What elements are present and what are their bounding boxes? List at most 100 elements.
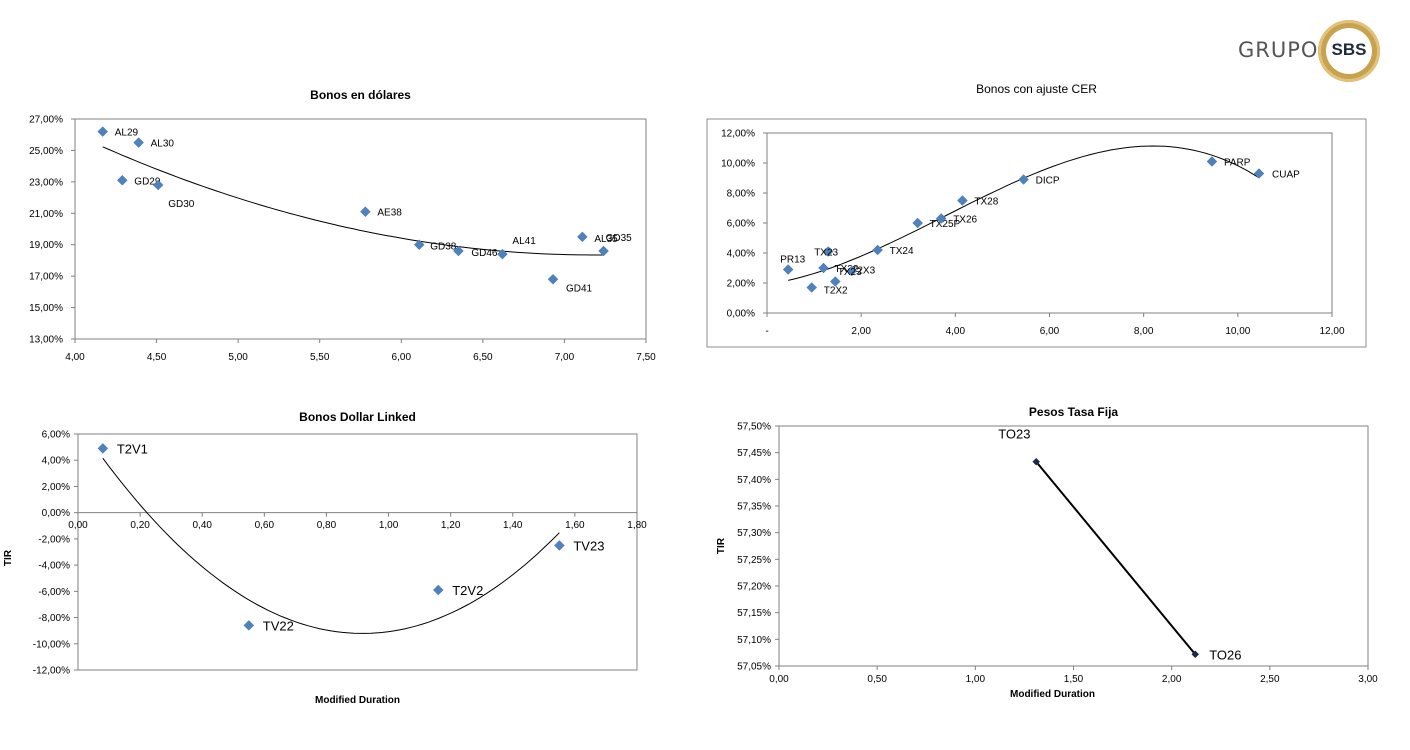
data-point-label: AE38: [377, 208, 402, 219]
data-point-label: TV22: [263, 618, 294, 633]
trend-line: [102, 146, 604, 256]
logo-grupo-text: GRUPO: [1238, 38, 1319, 62]
data-point-marker: [935, 213, 947, 224]
x-tick-label: 7,00: [555, 352, 575, 363]
data-point-marker: [432, 584, 444, 596]
data-point-label: GD30: [168, 199, 195, 210]
data-point-label: T2V1: [117, 441, 148, 456]
x-tick-label: 0,50: [867, 674, 887, 685]
data-point-marker: [1032, 457, 1041, 466]
x-tick-label: 7,50: [636, 352, 656, 363]
chart-title: Bonos en dólares: [310, 88, 411, 102]
data-point-marker: [782, 264, 794, 275]
x-tick-label: 2,00: [851, 326, 871, 337]
y-tick-label: 4,00%: [42, 456, 70, 467]
chart-2: Bonos con ajuste CER 0,00% 2,00% 4,00% 6,00%…: [706, 82, 1367, 348]
data-point-marker: [453, 245, 464, 257]
y-tick-label: 0,00%: [727, 309, 755, 320]
y-tick-label: 8,00%: [727, 189, 755, 200]
data-point-label: TX23: [838, 267, 862, 278]
x-tick-label: 1,80: [627, 520, 647, 531]
y-tick-label: 57,50%: [737, 422, 771, 433]
x-tick-label: 1,20: [441, 520, 461, 531]
y-tick-label: -8,00%: [38, 613, 70, 624]
data-point-label: GD29: [134, 176, 161, 187]
x-axis-title: Modified Duration: [315, 695, 400, 706]
chart-frame: [706, 118, 1367, 348]
y-tick-label: 25,00%: [29, 146, 63, 157]
data-point-marker: [829, 276, 841, 287]
data-point-marker: [554, 540, 565, 551]
y-tick-label: 2,00%: [727, 279, 755, 290]
data-point-marker: [957, 195, 968, 206]
data-point-marker: [872, 244, 883, 256]
data-point-label: GD38: [430, 242, 457, 253]
y-tick-label: 27,00%: [29, 115, 63, 126]
data-point-label: GD35: [606, 233, 633, 244]
y-tick-label: 17,00%: [29, 272, 63, 283]
data-point-marker: [97, 126, 109, 137]
x-tick-label: 0,60: [255, 520, 275, 531]
y-tick-label: 12,00%: [721, 129, 755, 140]
x-tick-label: 4,00: [65, 352, 85, 363]
x-tick-label: 3,00: [1358, 674, 1378, 685]
x-tick-label: 2,00: [1162, 674, 1182, 685]
y-tick-label: 57,25%: [737, 555, 771, 566]
data-point-marker: [133, 137, 144, 148]
x-tick-label: 0,00: [769, 674, 789, 685]
trend-line: [102, 457, 560, 634]
data-point-marker: [1191, 650, 1200, 659]
x-tick-label: 10,00: [1225, 326, 1250, 337]
y-tick-label: 57,20%: [737, 582, 771, 593]
data-point-label: AL41: [512, 236, 536, 247]
chart-title: Bonos Dollar Linked: [299, 410, 416, 424]
data-point-label: TX23: [814, 248, 838, 259]
y-tick-label: -4,00%: [38, 561, 70, 572]
x-tick-label: 0,40: [192, 520, 212, 531]
x-tick-label: 0,00: [68, 520, 88, 531]
data-point-label: TX28: [974, 197, 998, 208]
data-point-marker: [97, 443, 109, 454]
data-point-label: AL35: [594, 234, 618, 245]
data-point-label: AL30: [151, 139, 175, 150]
y-tick-label: -6,00%: [38, 587, 70, 598]
x-tick-label: 1,60: [565, 520, 585, 531]
y-tick-label: 57,35%: [737, 502, 771, 513]
y-tick-label: 2,00%: [42, 482, 70, 493]
x-tick-label: 0,20: [130, 520, 150, 531]
data-point-label: CUAP: [1272, 170, 1300, 181]
x-tick-label: 2,50: [1260, 674, 1280, 685]
x-tick-label: 12,00: [1319, 326, 1344, 337]
series-line: [1035, 461, 1196, 655]
y-tick-label: 57,45%: [737, 448, 771, 459]
plot-area: [766, 132, 1333, 314]
data-point-label: AL29: [115, 128, 139, 139]
x-tick-label: 0,80: [317, 520, 337, 531]
x-tick-label: 5,00: [228, 352, 248, 363]
data-point-label: PR13: [780, 255, 805, 266]
data-point-marker: [822, 246, 834, 257]
y-tick-label: 57,30%: [737, 528, 771, 539]
y-tick-label: 57,40%: [737, 475, 771, 486]
data-point-marker: [116, 174, 128, 186]
y-axis-title: TIR: [716, 537, 727, 554]
plot-area: [778, 425, 1369, 667]
x-tick-label: 6,50: [473, 352, 493, 363]
data-point-label: T2V2: [452, 583, 483, 598]
data-point-marker: [360, 206, 371, 218]
data-point-marker: [806, 282, 818, 293]
data-point-label: GD46: [471, 248, 498, 259]
data-point-label: TO23: [998, 427, 1030, 442]
data-point-marker: [243, 620, 255, 631]
plot-area: [77, 433, 638, 671]
x-tick-label: 1,00: [379, 520, 399, 531]
data-point-marker: [846, 265, 858, 277]
data-point-marker: [497, 248, 508, 260]
y-tick-label: 4,00%: [727, 249, 755, 260]
data-point-marker: [1206, 156, 1218, 167]
data-point-label: T2X2: [824, 286, 848, 297]
y-tick-label: 6,00%: [727, 219, 755, 230]
data-point-label: TX25P: [930, 219, 961, 230]
data-point-marker: [818, 262, 829, 274]
